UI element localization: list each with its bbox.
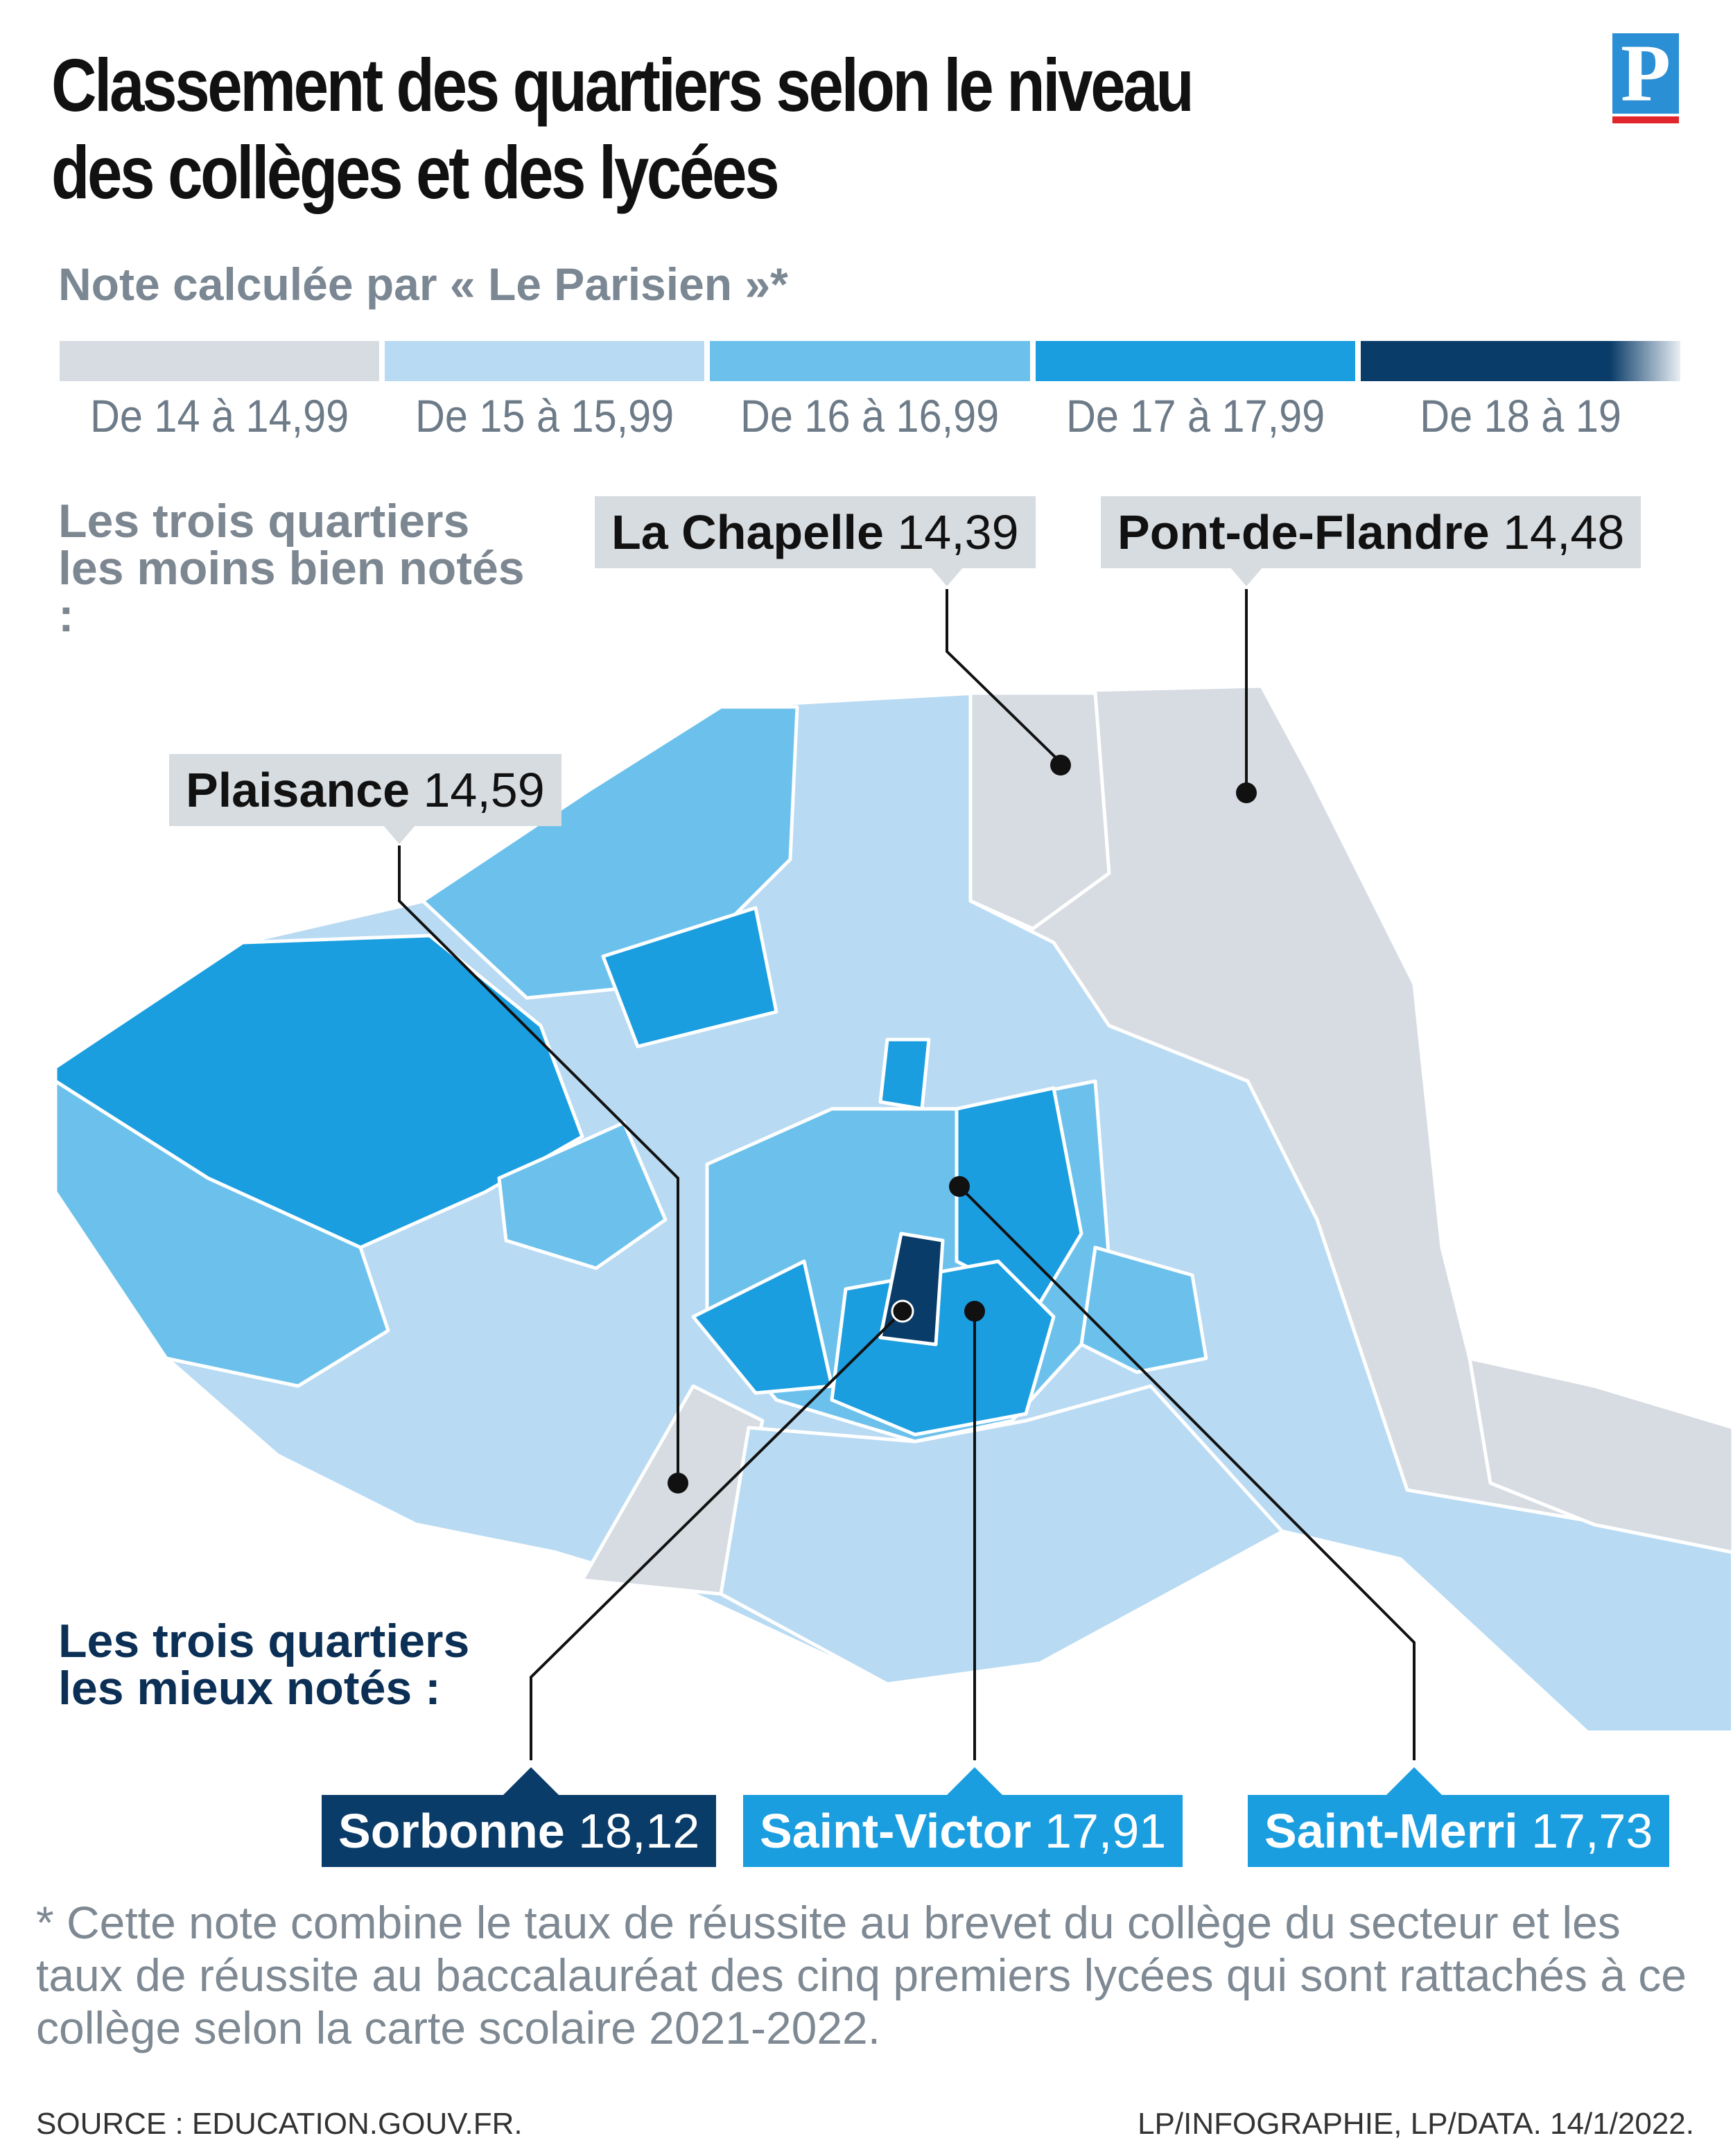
quartier-score: 18,12 xyxy=(578,1804,700,1858)
legend-swatch-5 xyxy=(1360,341,1681,381)
quartier-score: 17,73 xyxy=(1531,1804,1653,1858)
marker-pont-de-flandre xyxy=(1236,782,1257,803)
best-group-label: Les trois quartiers les mieux notés : xyxy=(58,1615,470,1715)
quartier-grey-east-strip xyxy=(1468,1356,1733,1554)
legend-label: De 15 à 15,99 xyxy=(415,390,674,441)
source-credit: SOURCE : EDUCATION.GOUV.FR. xyxy=(36,2107,523,2141)
quartier-name: Sorbonne xyxy=(338,1804,565,1858)
quartier-grey-la-chapelle xyxy=(968,691,1111,931)
callout-plaisance: Plaisance 14,59 xyxy=(169,754,561,826)
callout-saint-victor: Saint-Victor 17,91 xyxy=(743,1795,1183,1867)
quartier-17-marais xyxy=(878,1037,931,1111)
legend-label: De 18 à 19 xyxy=(1420,390,1621,441)
graphic-credit: LP/INFOGRAPHIE, LP/DATA. 14/1/2022. xyxy=(1138,2107,1694,2141)
callout-leader-lines xyxy=(398,589,1416,1760)
marker-saint-merri xyxy=(949,1176,970,1197)
quartier-16-west xyxy=(53,1079,390,1388)
leader-sorbonne xyxy=(530,1310,904,1760)
legend-swatch-3 xyxy=(710,341,1030,381)
quartier-score: 14,59 xyxy=(423,763,545,817)
callout-saint-merri: Saint-Merri 17,73 xyxy=(1248,1795,1670,1867)
callout-pont-de-flandre: Pont-de-Flandre 14,48 xyxy=(1101,496,1641,568)
quartier-17-center-right xyxy=(955,1086,1083,1305)
quartier-17-north xyxy=(601,906,778,1049)
quartier-name: Pont-de-Flandre xyxy=(1117,505,1490,559)
quartier-score: 17,91 xyxy=(1045,1804,1167,1858)
quartier-name: La Chapelle xyxy=(611,505,884,559)
quartier-grey-north-east xyxy=(968,684,1733,1548)
quartier-name: Saint-Merri xyxy=(1264,1804,1518,1858)
marker-sorbonne xyxy=(891,1299,914,1323)
legend-labels: De 14 à 14,99 De 15 à 15,99 De 16 à 16,9… xyxy=(60,389,1680,442)
legend-swatch-2 xyxy=(385,341,705,381)
pointer-la-chapelle xyxy=(930,567,964,586)
worst-group-label: Les trois quartiers les moins bien notés… xyxy=(58,495,525,642)
callout-sorbonne: Sorbonne 18,12 xyxy=(322,1795,717,1867)
leader-plaisance xyxy=(398,845,679,1483)
leader-la-chapelle xyxy=(946,589,1062,764)
quartier-shapes xyxy=(53,684,1733,1686)
pointer-sorbonne xyxy=(503,1767,559,1795)
legend-label: De 17 à 17,99 xyxy=(1065,390,1325,441)
footnote: * Cette note combine le taux de réussite… xyxy=(36,1897,1687,2053)
pointer-plaisance xyxy=(383,825,416,844)
le-parisien-logo: P xyxy=(1612,33,1679,114)
legend-swatch-4 xyxy=(1035,341,1355,381)
callout-la-chapelle: La Chapelle 14,39 xyxy=(595,496,1036,568)
legend-label: De 16 à 16,99 xyxy=(740,390,1000,441)
marker-la-chapelle xyxy=(1050,755,1071,775)
quartier-name: Saint-Victor xyxy=(760,1804,1031,1858)
quartier-score: 14,39 xyxy=(897,505,1019,559)
callout-markers xyxy=(668,755,1257,1493)
callout-pointers xyxy=(383,567,1442,1795)
pointer-saint-merri xyxy=(1386,1767,1442,1795)
legend-label: De 14 à 14,99 xyxy=(89,390,349,441)
subtitle: Note calculée par « Le Parisien »* xyxy=(58,258,788,310)
quartier-score: 14,48 xyxy=(1503,505,1625,559)
legend-swatch-1 xyxy=(60,341,380,381)
pointer-saint-victor xyxy=(947,1767,1002,1795)
logo-underline xyxy=(1612,116,1679,123)
quartier-name: Plaisance xyxy=(186,763,410,817)
leader-saint-merri xyxy=(958,1185,1416,1760)
legend-color-bar xyxy=(60,341,1681,381)
marker-saint-victor xyxy=(964,1301,985,1322)
quartier-15-south xyxy=(719,1384,1284,1686)
marker-plaisance xyxy=(668,1473,688,1493)
quartier-16-west-center xyxy=(497,1121,668,1270)
pointer-pont-de-flandre xyxy=(1230,567,1263,586)
page-title: Classement des quartiers selon le niveau… xyxy=(51,43,1194,214)
